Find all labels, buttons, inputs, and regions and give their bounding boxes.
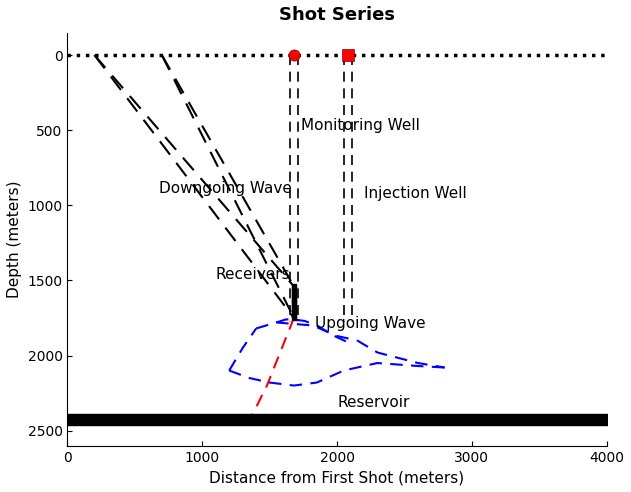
Text: Downgoing Wave: Downgoing Wave — [159, 181, 292, 196]
Text: Upgoing Wave: Upgoing Wave — [316, 316, 426, 332]
Y-axis label: Depth (meters): Depth (meters) — [7, 181, 22, 298]
Text: Receivers: Receivers — [216, 267, 290, 282]
Text: Injection Well: Injection Well — [364, 186, 467, 201]
Text: Shot Series: Shot Series — [279, 6, 395, 24]
Text: Reservoir: Reservoir — [337, 395, 410, 409]
X-axis label: Distance from First Shot (meters): Distance from First Shot (meters) — [209, 470, 464, 485]
Text: Monitoring Well: Monitoring Well — [300, 118, 420, 133]
